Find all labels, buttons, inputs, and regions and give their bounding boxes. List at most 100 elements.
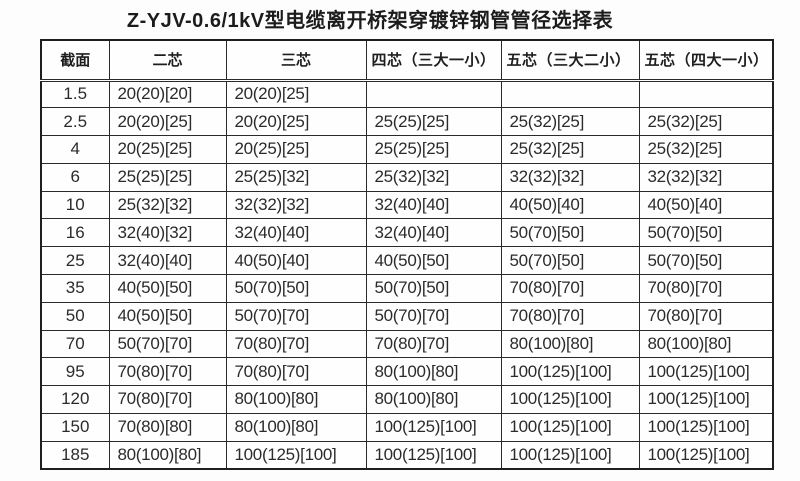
pipe-diameter-value: 80(100)[80] (500, 329, 640, 359)
pipe-diameter-value: 100(125)[100] (500, 357, 640, 387)
pipe-diameter-value: 25(32)[25] (638, 135, 774, 164)
pipe-diameter-value: 25(32)[25] (638, 107, 774, 137)
pipe-diameter-value: 32(40)[40] (225, 218, 367, 248)
table-row: 4 20(25)[25] 20(25)[25] 25(25)[25] 25(32)[25… (40, 135, 774, 164)
pipe-diameter-value: 100(125)[100] (638, 357, 774, 387)
pipe-diameter-value: 25(32)[32] (108, 190, 227, 220)
pipe-diameter-value: 50(70)[50] (638, 218, 774, 248)
pipe-diameter-value: 100(125)[100] (365, 440, 502, 470)
pipe-diameter-value: 70(80)[70] (108, 357, 227, 387)
pipe-diameter-value: 40(50)[40] (638, 190, 774, 220)
pipe-diameter-value (638, 79, 774, 109)
table-row: 150 70(80)[80] 80(100)[80] 100(125)[100] 100… (40, 412, 774, 442)
pipe-diameter-value (365, 79, 502, 109)
section-value: 25 (40, 246, 110, 275)
table-row: 35 40(50)[50] 50(70)[50] 50(70)[50] 70(80)[7… (40, 273, 774, 303)
pipe-diameter-value: 100(125)[100] (365, 412, 502, 442)
pipe-diameter-value: 80(100)[80] (225, 412, 367, 442)
pipe-diameter-value: 50(70)[50] (500, 246, 640, 275)
pipe-diameter-value: 100(125)[100] (638, 412, 774, 442)
column-header-4core: 四芯（三大一小） (365, 39, 502, 82)
table-body: 1.5 20(20)[20] 20(20)[25] 2.5 20(20)[25] 20(2… (40, 79, 774, 470)
table-row: 50 40(50)[50] 50(70)[70] 50(70)[70] 70(80)[7… (40, 301, 774, 331)
table-header: 截面 二芯 三芯 四芯（三大一小） 五芯（三大二小） 五芯（四大一小） (40, 39, 774, 82)
pipe-diameter-value: 25(25)[25] (365, 135, 502, 164)
pipe-diameter-value: 70(80)[70] (108, 385, 227, 414)
pipe-diameter-table: 截面 二芯 三芯 四芯（三大一小） 五芯（三大二小） 五芯（四大一小） 1.5 2… (40, 39, 774, 470)
table-row: 70 50(70)[70] 70(80)[70] 70(80)[70] 80(100)[… (40, 329, 774, 359)
pipe-diameter-value: 20(20)[25] (225, 79, 367, 109)
pipe-diameter-value: 80(100)[80] (365, 357, 502, 387)
column-header-2core: 二芯 (108, 39, 227, 82)
table-row: 185 80(100)[80] 100(125)[100] 100(125)[100]… (40, 440, 774, 470)
pipe-diameter-value: 70(80)[70] (365, 329, 502, 359)
pipe-diameter-value: 70(80)[80] (108, 412, 227, 442)
pipe-diameter-value: 50(70)[50] (365, 273, 502, 303)
pipe-diameter-value: 25(32)[25] (500, 107, 640, 137)
pipe-diameter-value: 32(40)[40] (365, 218, 502, 248)
pipe-diameter-value: 25(25)[25] (108, 162, 227, 192)
pipe-diameter-value: 25(32)[32] (365, 162, 502, 192)
pipe-diameter-value: 32(32)[32] (500, 162, 640, 192)
section-value: 70 (40, 329, 110, 359)
pipe-diameter-value: 40(50)[50] (108, 301, 227, 331)
column-header-section: 截面 (40, 39, 110, 82)
pipe-diameter-value: 32(32)[32] (638, 162, 774, 192)
pipe-diameter-value: 32(32)[32] (225, 190, 367, 220)
pipe-diameter-value: 50(70)[70] (108, 329, 227, 359)
pipe-diameter-value: 70(80)[70] (500, 301, 640, 331)
table-title: Z-YJV-0.6/1kV型电缆离开桥架穿镀锌钢管管径选择表 (126, 10, 614, 32)
pipe-diameter-value: 80(100)[80] (638, 329, 774, 359)
pipe-diameter-value: 25(32)[25] (500, 135, 640, 164)
pipe-diameter-value: 20(20)[25] (225, 107, 367, 137)
pipe-diameter-value (500, 79, 640, 109)
pipe-diameter-value: 50(70)[50] (225, 273, 367, 303)
pipe-diameter-value: 25(25)[32] (225, 162, 367, 192)
pipe-diameter-value: 40(50)[50] (108, 273, 227, 303)
pipe-diameter-value: 32(40)[32] (108, 218, 227, 248)
pipe-diameter-value: 20(20)[20] (108, 79, 227, 109)
column-header-5core-4big1small: 五芯（四大一小） (638, 39, 774, 82)
section-value: 2.5 (40, 107, 110, 137)
pipe-diameter-value: 40(50)[50] (365, 246, 502, 275)
pipe-diameter-value: 100(125)[100] (500, 412, 640, 442)
pipe-diameter-value: 50(70)[70] (225, 301, 367, 331)
pipe-diameter-value: 70(80)[70] (638, 301, 774, 331)
section-value: 16 (40, 218, 110, 248)
section-value: 4 (40, 135, 110, 164)
pipe-diameter-value: 20(20)[25] (108, 107, 227, 137)
table-row: 2.5 20(20)[25] 20(20)[25] 25(25)[25] 25(32)[… (40, 107, 774, 137)
section-value: 6 (40, 162, 110, 192)
pipe-diameter-value: 100(125)[100] (500, 385, 640, 414)
section-value: 35 (40, 273, 110, 303)
pipe-diameter-value: 20(25)[25] (108, 135, 227, 164)
pipe-diameter-value: 70(80)[70] (225, 357, 367, 387)
table-row: 10 25(32)[32] 32(32)[32] 32(40)[40] 40(50)[4… (40, 190, 774, 220)
column-header-3core: 三芯 (225, 39, 367, 82)
pipe-diameter-value: 80(100)[80] (365, 385, 502, 414)
table-row: 6 25(25)[25] 25(25)[32] 25(32)[32] 32(32)[32… (40, 162, 774, 192)
pipe-diameter-value: 50(70)[70] (365, 301, 502, 331)
pipe-diameter-value: 32(40)[40] (108, 246, 227, 275)
pipe-diameter-value: 80(100)[80] (108, 440, 227, 470)
pipe-diameter-value: 80(100)[80] (225, 385, 367, 414)
pipe-diameter-value: 70(80)[70] (225, 329, 367, 359)
pipe-diameter-value: 100(125)[100] (225, 440, 367, 470)
pipe-diameter-value: 20(25)[25] (225, 135, 367, 164)
pipe-diameter-value: 50(70)[50] (500, 218, 640, 248)
pipe-diameter-value: 40(50)[40] (500, 190, 640, 220)
table-row: 25 32(40)[40] 40(50)[40] 40(50)[50] 50(70)[5… (40, 246, 774, 275)
table-row: 16 32(40)[32] 32(40)[40] 32(40)[40] 50(70)[5… (40, 218, 774, 248)
header-row: 截面 二芯 三芯 四芯（三大一小） 五芯（三大二小） 五芯（四大一小） (40, 39, 774, 82)
section-value: 95 (40, 357, 110, 387)
section-value: 120 (40, 385, 110, 414)
section-value: 10 (40, 190, 110, 220)
pipe-diameter-value: 100(125)[100] (638, 385, 774, 414)
table-row: 1.5 20(20)[20] 20(20)[25] (40, 79, 774, 109)
pipe-diameter-value: 70(80)[70] (500, 273, 640, 303)
pipe-diameter-value: 100(125)[100] (638, 440, 774, 470)
pipe-diameter-value: 100(125)[100] (500, 440, 640, 470)
section-value: 150 (40, 412, 110, 442)
table-row: 120 70(80)[70] 80(100)[80] 80(100)[80] 100(1… (40, 385, 774, 414)
